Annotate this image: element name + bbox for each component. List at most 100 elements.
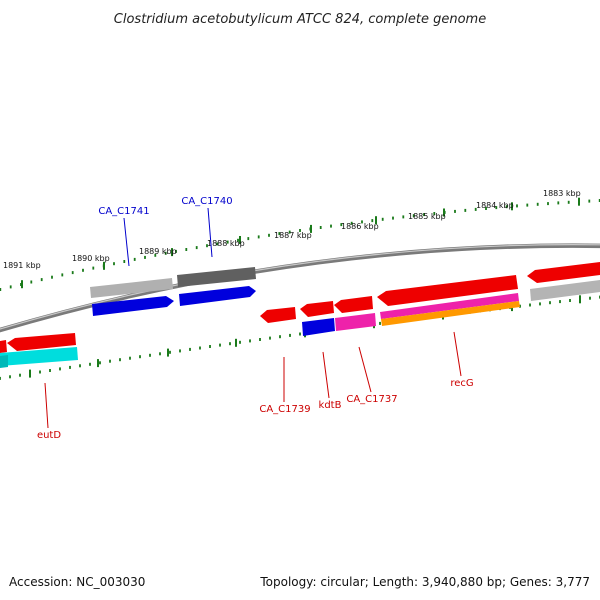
- gene-track-reverse: [0, 262, 600, 353]
- gene-cog-block[interactable]: [380, 293, 519, 319]
- minor-tick: [392, 216, 394, 220]
- minor-tick: [30, 280, 33, 284]
- minor-tick: [288, 230, 291, 234]
- minor-tick: [109, 359, 111, 363]
- gene-arrow-ca-c1739[interactable]: [260, 307, 296, 323]
- major-tick: [511, 202, 513, 211]
- minor-tick: [79, 364, 81, 368]
- minor-tick: [216, 242, 219, 246]
- genome-backbone-highlight: [0, 244, 600, 330]
- minor-tick: [516, 204, 518, 208]
- minor-tick: [381, 217, 384, 221]
- minor-tick: [340, 223, 343, 227]
- major-tick: [239, 236, 241, 244]
- gene-leader-line: [123, 217, 130, 267]
- minor-tick: [433, 212, 436, 215]
- gene-cog-block[interactable]: [335, 313, 376, 331]
- minor-tick: [247, 237, 250, 241]
- gene-label[interactable]: CA_C1740: [181, 196, 232, 207]
- gene-label[interactable]: CA_C1741: [98, 206, 149, 217]
- minor-tick: [40, 278, 43, 282]
- minor-tick: [519, 304, 521, 308]
- minor-tick: [567, 200, 570, 204]
- gene-arrow-ca-c1741[interactable]: [92, 296, 174, 316]
- gene-leader-line: [207, 207, 213, 258]
- minor-tick: [557, 201, 560, 205]
- minor-tick: [59, 367, 61, 371]
- minor-tick: [179, 349, 181, 353]
- minor-tick: [199, 346, 201, 350]
- gene-arrow-right-edge[interactable]: [527, 262, 600, 283]
- minor-tick: [464, 208, 467, 212]
- kbp-tick-label: 1883 kbp: [543, 189, 581, 198]
- kbp-tick-label: 1891 kbp: [3, 261, 41, 270]
- minor-tick: [0, 288, 2, 291]
- gene-arrow-recg[interactable]: [377, 275, 518, 306]
- minor-tick: [330, 224, 332, 228]
- minor-tick: [278, 232, 281, 236]
- minor-tick: [169, 350, 171, 354]
- minor-tick: [454, 209, 456, 213]
- gene-label[interactable]: eutD: [37, 430, 61, 441]
- gene-label[interactable]: recG: [450, 378, 473, 389]
- gene-leader-line: [322, 351, 330, 399]
- gene-cog-block[interactable]: [302, 318, 335, 336]
- gene-arrow-left-edge[interactable]: [7, 333, 76, 351]
- minor-tick: [569, 299, 571, 302]
- minor-tick: [19, 373, 21, 377]
- minor-tick: [195, 246, 198, 250]
- major-tick: [171, 248, 173, 257]
- minor-tick: [82, 268, 84, 272]
- minor-tick: [69, 365, 71, 369]
- gene-arrow-left-stub[interactable]: [0, 340, 7, 353]
- gene-leader-line: [453, 331, 462, 377]
- minor-tick: [71, 271, 74, 275]
- minor-tick: [229, 342, 231, 346]
- gene-label-group: CA_C1741 CA_C1740 CA_C1739 kdtB CA_C1737 recG…: [37, 196, 474, 441]
- kbp-tick-label: 1888 kbp: [207, 239, 245, 248]
- gene-cog-block[interactable]: [381, 301, 520, 326]
- gene-arrow-ca-c1740[interactable]: [179, 286, 256, 306]
- major-tick: [103, 261, 105, 270]
- gene-label[interactable]: CA_C1739: [259, 404, 310, 415]
- minor-tick: [289, 333, 291, 337]
- gene-cog-block[interactable]: [0, 355, 8, 368]
- gene-cog-block[interactable]: [0, 347, 78, 366]
- gene-track-forward: [92, 286, 256, 316]
- kbp-tick-label: 1885 kbp: [408, 212, 446, 221]
- minor-tick: [133, 257, 136, 261]
- minor-tick: [206, 244, 208, 248]
- gene-leader-line: [358, 346, 372, 393]
- minor-tick: [237, 238, 239, 242]
- minor-tick: [226, 240, 229, 244]
- minor-tick: [49, 369, 51, 372]
- gene-cog-block[interactable]: [177, 267, 256, 287]
- minor-tick: [119, 358, 121, 362]
- minor-tick: [154, 253, 157, 257]
- gene-label[interactable]: kdtB: [319, 400, 342, 411]
- minor-tick: [239, 340, 241, 344]
- minor-tick: [175, 249, 177, 253]
- gene-cog-block[interactable]: [530, 280, 600, 301]
- gene-arrow-kdtb[interactable]: [300, 301, 334, 317]
- major-tick: [235, 338, 237, 347]
- minor-tick: [149, 353, 151, 357]
- minor-tick: [123, 260, 126, 263]
- minor-tick: [0, 376, 1, 380]
- kbp-tick-label: 1887 kbp: [274, 231, 312, 240]
- minor-tick: [598, 199, 600, 202]
- minor-tick: [279, 335, 281, 339]
- gene-arrow-ca-c1737[interactable]: [334, 296, 373, 313]
- major-tick: [29, 369, 31, 378]
- minor-tick: [423, 213, 425, 217]
- minor-tick: [209, 345, 211, 348]
- minor-tick: [474, 207, 477, 211]
- minor-tick: [51, 275, 53, 279]
- major-tick: [375, 216, 377, 225]
- gene-label[interactable]: CA_C1737: [346, 394, 397, 405]
- minor-tick: [379, 321, 381, 325]
- minor-tick: [319, 226, 322, 229]
- gene-cog-block[interactable]: [90, 278, 173, 298]
- minor-tick: [159, 352, 161, 356]
